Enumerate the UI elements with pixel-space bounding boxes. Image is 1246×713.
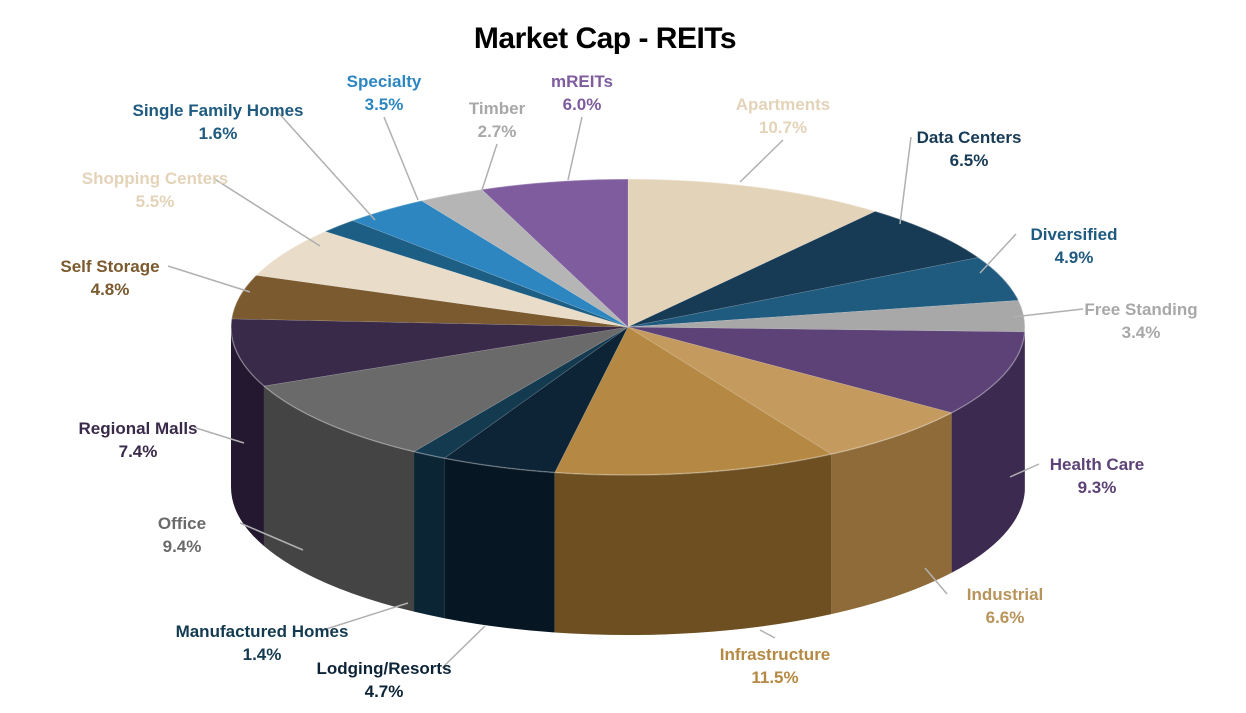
slice-label-diversified: Diversified bbox=[1031, 225, 1118, 244]
slice-label-apartments: Apartments bbox=[736, 95, 830, 114]
pie-slice-mreits bbox=[481, 178, 629, 328]
pie-side-infrastructure bbox=[554, 454, 832, 635]
pie-tops bbox=[230, 178, 1026, 476]
leader-line-specialty bbox=[383, 116, 419, 201]
leader-line-lodging-resorts bbox=[441, 625, 486, 669]
slice-label-free-standing: Free Standing bbox=[1084, 300, 1197, 319]
pie-slice-apartments bbox=[627, 178, 877, 328]
slice-value-diversified: 4.9% bbox=[1055, 248, 1094, 267]
slice-label-self-storage: Self Storage bbox=[60, 257, 159, 276]
slice-value-data-centers: 6.5% bbox=[950, 151, 989, 170]
slice-value-manufactured-homes: 1.4% bbox=[243, 645, 282, 664]
slice-label-industrial: Industrial bbox=[967, 585, 1044, 604]
leader-lines bbox=[167, 109, 1084, 669]
slice-label-mreits: mREITs bbox=[551, 72, 613, 91]
pie-side-health-care bbox=[951, 331, 1025, 573]
pie-slice-single-family-homes bbox=[324, 220, 629, 328]
leader-line-manufactured-homes bbox=[319, 602, 409, 632]
chart-title: Market Cap - REITs bbox=[473, 22, 737, 55]
leader-line-timber bbox=[481, 143, 498, 191]
pie-side-regional-malls bbox=[231, 327, 264, 547]
pie-side-industrial bbox=[831, 412, 952, 615]
slice-label-office: Office bbox=[158, 514, 206, 533]
leader-line-infrastructure bbox=[759, 629, 776, 639]
pie-slice-regional-malls bbox=[230, 318, 629, 387]
slice-value-office: 9.4% bbox=[163, 537, 202, 556]
leader-line-self-storage bbox=[167, 265, 251, 293]
pie-slice-shopping-centers bbox=[255, 231, 629, 328]
pie-sides bbox=[231, 327, 1025, 635]
slice-label-infrastructure: Infrastructure bbox=[720, 645, 831, 664]
slice-labels: Apartments 10.7% Data Centers 6.5% Diversifi… bbox=[60, 72, 1197, 701]
pie-side-office bbox=[263, 386, 415, 612]
slice-label-specialty: Specialty bbox=[347, 72, 422, 91]
slice-value-infrastructure: 11.5% bbox=[751, 668, 798, 687]
leader-line-shopping-centers bbox=[212, 177, 321, 247]
pie-slice-infrastructure bbox=[554, 326, 833, 476]
slice-value-specialty: 3.5% bbox=[365, 95, 404, 114]
pie-rim bbox=[230, 178, 1026, 476]
leader-line-office bbox=[239, 522, 304, 551]
pie-slice-industrial bbox=[627, 326, 953, 455]
slice-value-regional-malls: 7.4% bbox=[119, 442, 158, 461]
leader-line-health-care bbox=[1009, 463, 1040, 478]
pie-slice-specialty bbox=[351, 200, 629, 328]
slice-label-shopping-centers: Shopping Centers bbox=[82, 169, 228, 188]
slice-value-health-care: 9.3% bbox=[1078, 478, 1117, 497]
slice-value-lodging-resorts: 4.7% bbox=[365, 682, 404, 701]
slice-value-shopping-centers: 5.5% bbox=[136, 192, 175, 211]
pie-side-lodging-resorts bbox=[444, 458, 555, 633]
leader-line-free-standing bbox=[1012, 308, 1084, 318]
leader-line-data-centers bbox=[899, 136, 912, 225]
slice-label-manufactured-homes: Manufactured Homes bbox=[176, 622, 349, 641]
slice-value-single-family-homes: 1.6% bbox=[199, 124, 238, 143]
slice-label-timber: Timber bbox=[469, 99, 526, 118]
leader-line-single-family-homes bbox=[275, 109, 376, 221]
slice-label-single-family-homes: Single Family Homes bbox=[133, 101, 304, 120]
pie-slice-diversified bbox=[627, 257, 1019, 328]
slice-value-timber: 2.7% bbox=[478, 122, 517, 141]
slice-label-regional-malls: Regional Malls bbox=[78, 419, 197, 438]
pie-slice-health-care bbox=[627, 326, 1026, 414]
slice-label-lodging-resorts: Lodging/Resorts bbox=[316, 659, 451, 678]
pie-slice-manufactured-homes bbox=[413, 326, 629, 459]
slice-value-free-standing: 3.4% bbox=[1122, 323, 1161, 342]
leader-line-diversified bbox=[979, 233, 1017, 274]
pie-slice-lodging-resorts bbox=[443, 326, 629, 473]
leader-line-apartments bbox=[739, 139, 784, 183]
slice-label-data-centers: Data Centers bbox=[917, 128, 1022, 147]
pie-side-manufactured-homes bbox=[414, 451, 445, 619]
leader-line-regional-malls bbox=[195, 427, 245, 444]
slice-label-health-care: Health Care bbox=[1050, 455, 1144, 474]
slice-value-self-storage: 4.8% bbox=[91, 280, 130, 299]
slice-value-industrial: 6.6% bbox=[986, 608, 1025, 627]
leader-line-industrial bbox=[924, 567, 948, 595]
pie-slice-data-centers bbox=[627, 210, 980, 328]
slice-value-apartments: 10.7% bbox=[759, 118, 807, 137]
pie-slice-office bbox=[263, 326, 629, 452]
pie-slice-self-storage bbox=[231, 274, 629, 328]
leader-line-mreits bbox=[567, 116, 583, 181]
slice-value-mreits: 6.0% bbox=[563, 95, 602, 114]
